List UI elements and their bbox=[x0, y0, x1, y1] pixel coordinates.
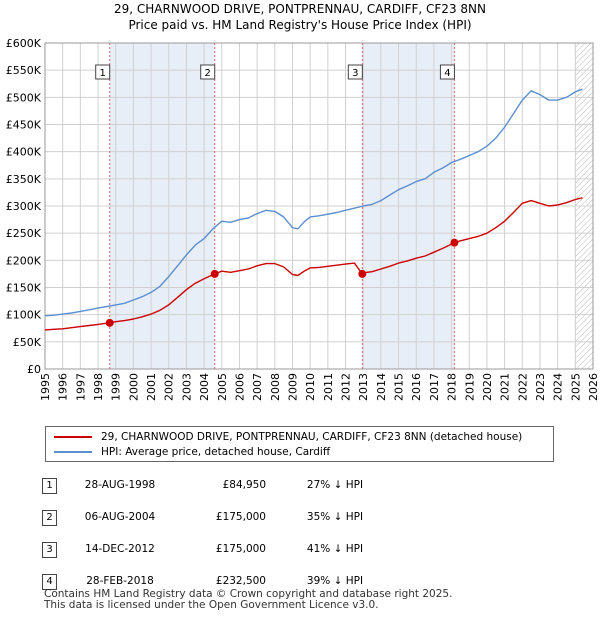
y-tick-label: £400K bbox=[6, 146, 42, 159]
transaction-label-box bbox=[200, 64, 216, 80]
y-tick-label: £50K bbox=[13, 336, 42, 349]
x-tick-label: 2021 bbox=[499, 373, 512, 401]
transaction-label: 1 bbox=[100, 68, 106, 79]
x-tick-label: 2019 bbox=[463, 373, 476, 401]
row-number-badge: 4 bbox=[42, 574, 57, 590]
x-tick-label: 2017 bbox=[428, 373, 441, 401]
x-tick-label: 1997 bbox=[74, 373, 87, 401]
x-tick-label: 2016 bbox=[410, 373, 423, 401]
table-row: 3 14-DEC-2012 £175,000 41% ↓ HPI bbox=[0, 539, 600, 559]
x-tick-label: 2026 bbox=[587, 373, 600, 401]
row-number-badge: 3 bbox=[42, 542, 57, 558]
y-tick-label: £100K bbox=[6, 309, 42, 322]
y-tick-label: £250K bbox=[6, 227, 42, 240]
x-tick-label: 2006 bbox=[233, 373, 246, 401]
x-tick-label: 1998 bbox=[92, 373, 105, 401]
transaction-label: 4 bbox=[444, 68, 450, 79]
y-tick-label: £500K bbox=[6, 91, 42, 104]
transaction-label-box bbox=[95, 64, 111, 80]
x-tick-label: 2014 bbox=[375, 373, 388, 401]
price-series-line bbox=[44, 197, 583, 331]
x-tick-label: 2000 bbox=[127, 373, 140, 401]
x-tick-label: 1995 bbox=[39, 373, 52, 401]
legend-hpi-label: HPI: Average price, detached house, Card… bbox=[101, 446, 331, 458]
chart-subtitle: Price paid vs. HM Land Registry's House … bbox=[128, 18, 472, 32]
y-tick-label: £150K bbox=[6, 282, 42, 295]
legend-hpi-swatch bbox=[54, 451, 92, 453]
row-date: 28-FEB-2018 bbox=[86, 575, 154, 587]
transaction-point bbox=[210, 269, 219, 278]
chart-title: 29, CHARNWOOD DRIVE, PONTPRENNAU, CARDIF… bbox=[114, 2, 486, 16]
table-row: 1 28-AUG-1998 £84,950 27% ↓ HPI bbox=[0, 475, 600, 495]
x-tick-label: 2022 bbox=[516, 373, 529, 401]
y-tick-label: £450K bbox=[6, 119, 42, 132]
y-tick-label: £200K bbox=[6, 254, 42, 267]
transaction-point bbox=[450, 238, 459, 247]
x-tick-label: 2015 bbox=[393, 373, 406, 401]
x-tick-label: 2025 bbox=[569, 373, 582, 401]
x-tick-label: 2009 bbox=[286, 373, 299, 401]
row-date: 06-AUG-2004 bbox=[84, 511, 156, 523]
x-tick-label: 2010 bbox=[304, 373, 317, 401]
table-row: 2 06-AUG-2004 £175,000 35% ↓ HPI bbox=[0, 507, 600, 527]
y-tick-label: £0 bbox=[27, 363, 41, 376]
x-tick-label: 1999 bbox=[110, 373, 123, 401]
x-tick-label: 2023 bbox=[534, 373, 547, 401]
x-tick-label: 2005 bbox=[216, 373, 229, 401]
x-tick-label: 2008 bbox=[269, 373, 282, 401]
x-tick-label: 2024 bbox=[552, 373, 565, 401]
transaction-point bbox=[358, 269, 367, 278]
x-tick-label: 2004 bbox=[198, 373, 211, 401]
y-tick-label: £350K bbox=[6, 173, 42, 186]
hpi-series-line bbox=[44, 88, 583, 317]
row-hpi-diff: 41% ↓ HPI bbox=[306, 543, 364, 555]
legend-item-hpi: HPI: Average price, detached house, Card… bbox=[54, 445, 330, 459]
legend-item-price: 29, CHARNWOOD DRIVE, PONTPRENNAU, CARDIF… bbox=[54, 430, 522, 444]
y-tick-label: £550K bbox=[6, 64, 42, 77]
row-price: £232,500 bbox=[215, 575, 266, 587]
legend-price-label: 29, CHARNWOOD DRIVE, PONTPRENNAU, CARDIF… bbox=[101, 431, 523, 443]
table-row: 4 28-FEB-2018 £232,500 39% ↓ HPI bbox=[0, 571, 600, 591]
row-hpi-diff: 35% ↓ HPI bbox=[306, 511, 364, 523]
price-chart: £0 £50K £100K £150K £200K £250K £300K £350K £400… bbox=[6, 37, 600, 401]
x-tick-label: 2020 bbox=[481, 373, 494, 401]
footer-licence: This data is licensed under the Open Gov… bbox=[44, 599, 379, 611]
row-price: £175,000 bbox=[215, 511, 266, 523]
row-date: 28-AUG-1998 bbox=[84, 479, 156, 491]
plot-border bbox=[44, 42, 594, 370]
y-tick-label: £600K bbox=[6, 37, 42, 50]
legend: 29, CHARNWOOD DRIVE, PONTPRENNAU, CARDIF… bbox=[45, 426, 554, 462]
y-tick-label: £300K bbox=[6, 200, 42, 213]
transaction-label-box bbox=[347, 64, 363, 80]
x-tick-label: 2001 bbox=[145, 373, 158, 401]
row-price: £84,950 bbox=[222, 479, 266, 491]
footer: Contains HM Land Registry data © Crown c… bbox=[44, 589, 452, 611]
footer-copyright: Contains HM Land Registry data © Crown c… bbox=[44, 588, 453, 600]
row-date: 14-DEC-2012 bbox=[85, 543, 155, 555]
transaction-label-box bbox=[439, 64, 455, 80]
x-tick-label: 2012 bbox=[340, 373, 353, 401]
x-tick-label: 2003 bbox=[180, 373, 193, 401]
x-tick-label: 2018 bbox=[446, 373, 459, 401]
row-price: £175,000 bbox=[215, 543, 266, 555]
row-number-badge: 2 bbox=[42, 510, 57, 526]
row-number-badge: 1 bbox=[42, 478, 57, 494]
x-tick-label: 2002 bbox=[163, 373, 176, 401]
transaction-label: 2 bbox=[205, 68, 211, 79]
transaction-label: 3 bbox=[352, 68, 358, 79]
transaction-point bbox=[105, 318, 114, 327]
x-tick-label: 2007 bbox=[251, 373, 264, 401]
row-hpi-diff: 39% ↓ HPI bbox=[306, 575, 364, 587]
x-tick-label: 2013 bbox=[357, 373, 370, 401]
legend-price-swatch bbox=[54, 436, 92, 438]
x-tick-label: 1996 bbox=[57, 373, 70, 401]
row-hpi-diff: 27% ↓ HPI bbox=[306, 479, 364, 491]
x-tick-label: 2011 bbox=[322, 373, 335, 401]
